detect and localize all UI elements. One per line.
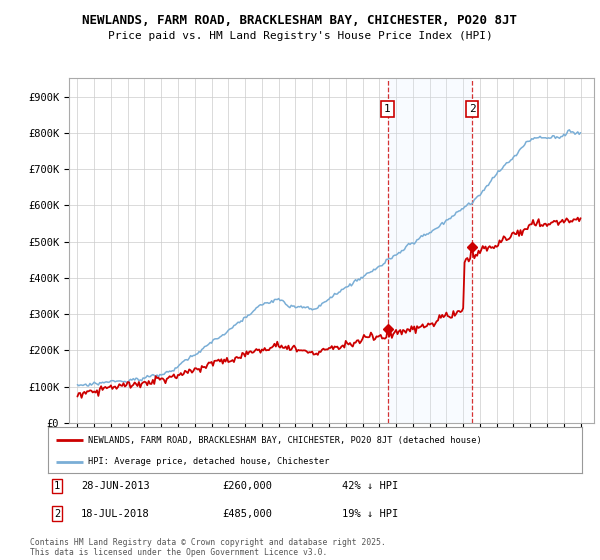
Text: 28-JUN-2013: 28-JUN-2013 (81, 481, 150, 491)
Text: £260,000: £260,000 (222, 481, 272, 491)
Text: HPI: Average price, detached house, Chichester: HPI: Average price, detached house, Chic… (88, 457, 329, 466)
Text: Price paid vs. HM Land Registry's House Price Index (HPI): Price paid vs. HM Land Registry's House … (107, 31, 493, 41)
Text: 18-JUL-2018: 18-JUL-2018 (81, 508, 150, 519)
Text: £485,000: £485,000 (222, 508, 272, 519)
Text: 19% ↓ HPI: 19% ↓ HPI (342, 508, 398, 519)
Text: 2: 2 (54, 508, 60, 519)
Text: 42% ↓ HPI: 42% ↓ HPI (342, 481, 398, 491)
Text: NEWLANDS, FARM ROAD, BRACKLESHAM BAY, CHICHESTER, PO20 8JT: NEWLANDS, FARM ROAD, BRACKLESHAM BAY, CH… (83, 14, 517, 27)
Text: NEWLANDS, FARM ROAD, BRACKLESHAM BAY, CHICHESTER, PO20 8JT (detached house): NEWLANDS, FARM ROAD, BRACKLESHAM BAY, CH… (88, 436, 482, 445)
Bar (388, 78, 472, 423)
Text: 1: 1 (384, 104, 391, 114)
Text: Contains HM Land Registry data © Crown copyright and database right 2025.
This d: Contains HM Land Registry data © Crown c… (30, 538, 386, 557)
Text: 2: 2 (469, 104, 476, 114)
Text: 1: 1 (54, 481, 60, 491)
